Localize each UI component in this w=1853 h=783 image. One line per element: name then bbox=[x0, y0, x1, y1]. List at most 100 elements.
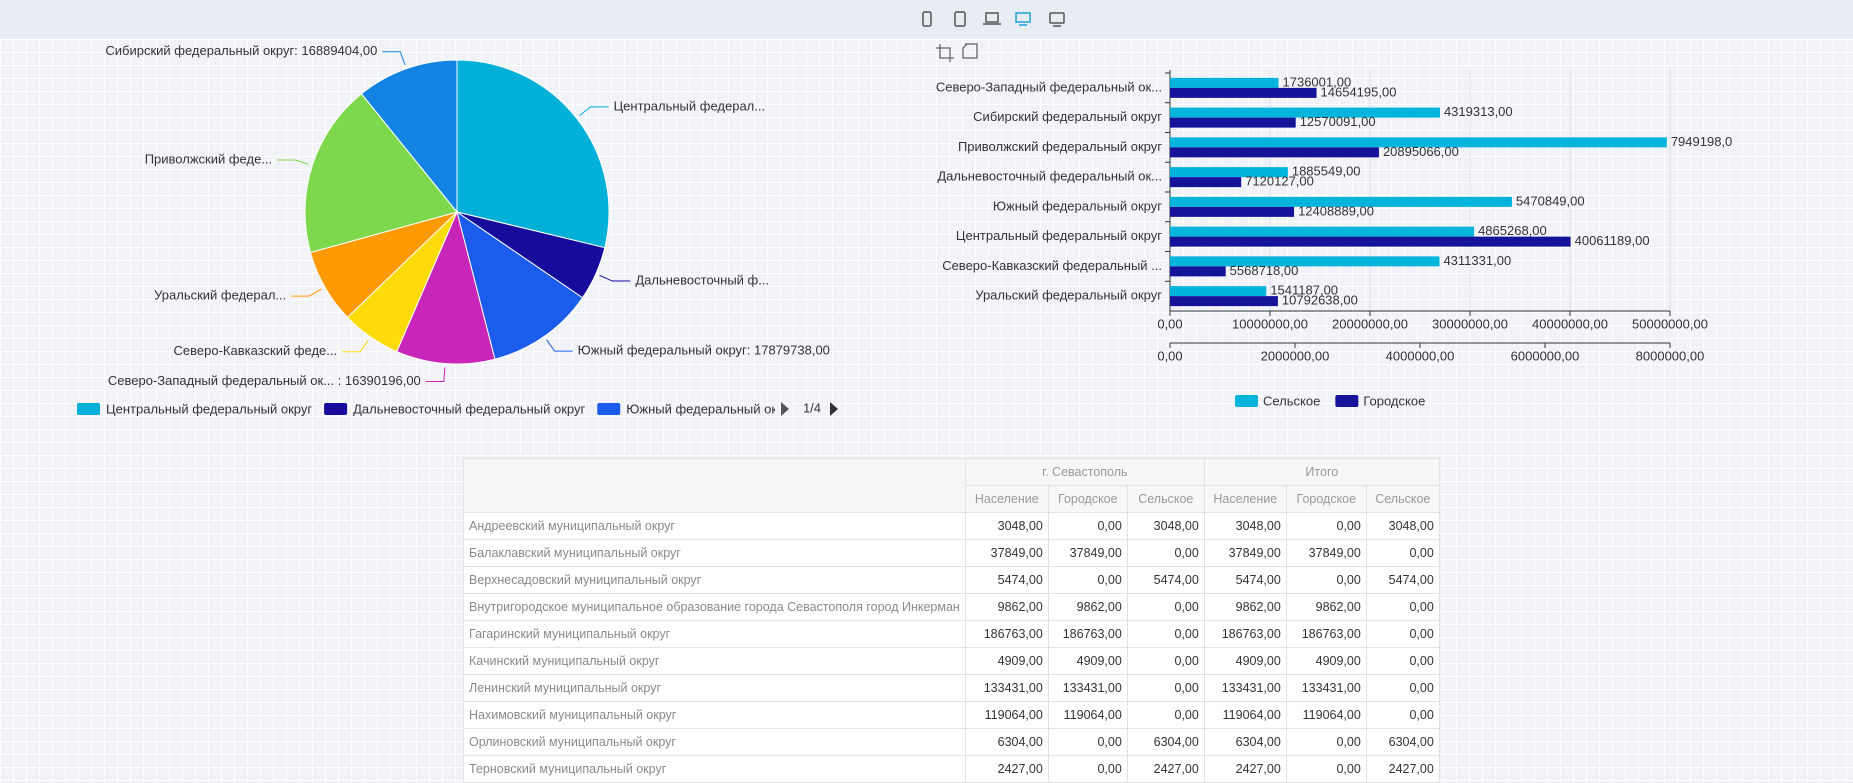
bar bbox=[1170, 147, 1379, 157]
table-cell: 0,00 bbox=[1048, 756, 1127, 783]
table-cell: 9862,00 bbox=[1048, 594, 1127, 621]
row-name: Гагаринский муниципальный округ bbox=[464, 621, 966, 648]
row-name: Терновский муниципальный округ bbox=[464, 756, 966, 783]
table-cell: 4909,00 bbox=[965, 648, 1048, 675]
table-cell: 186763,00 bbox=[965, 621, 1048, 648]
row-name: Ленинский муниципальный округ bbox=[464, 675, 966, 702]
table-cell: 9862,00 bbox=[1204, 594, 1286, 621]
table-cell: 186763,00 bbox=[1048, 621, 1127, 648]
table-cell: 37849,00 bbox=[1048, 540, 1127, 567]
slice-label: Северо-Кавказский феде... bbox=[174, 343, 338, 358]
table-cell: 4909,00 bbox=[1286, 648, 1366, 675]
value-label: 4311331,00 bbox=[1443, 253, 1511, 268]
value-label: 14654195,00 bbox=[1321, 84, 1397, 99]
leader-line bbox=[382, 52, 405, 65]
slice-label: Сибирский федеральный округ: 16889404,00 bbox=[105, 43, 377, 58]
x2-tick-label: 4000000,00 bbox=[1386, 348, 1455, 363]
legend-label: Южный федеральный округ bbox=[626, 401, 795, 416]
table-row: Орлиновский муниципальный округ6304,000,… bbox=[464, 729, 1440, 756]
table-cell: 4909,00 bbox=[1048, 648, 1127, 675]
legend-label: Городское bbox=[1363, 393, 1425, 408]
column-header: Сельское bbox=[1127, 486, 1204, 513]
table-cell: 119064,00 bbox=[1204, 702, 1286, 729]
table-cell: 5474,00 bbox=[1127, 567, 1204, 594]
bar bbox=[1170, 118, 1296, 128]
x-tick-label: 20000000,00 bbox=[1332, 316, 1408, 331]
table-row: Внутригородское муниципальное образовани… bbox=[464, 594, 1440, 621]
table-row: Верхнесадовский муниципальный округ5474,… bbox=[464, 567, 1440, 594]
x2-tick-label: 2000000,00 bbox=[1261, 348, 1330, 363]
value-label: 7120127,00 bbox=[1245, 174, 1314, 189]
legend-swatch bbox=[1235, 395, 1258, 407]
value-label: 10792638,00 bbox=[1282, 293, 1358, 308]
leader-line bbox=[600, 275, 631, 281]
column-header: Население bbox=[1204, 486, 1286, 513]
table-cell: 133431,00 bbox=[965, 675, 1048, 702]
row-name: Балаклавский муниципальный округ bbox=[464, 540, 966, 567]
bar bbox=[1170, 227, 1474, 237]
corner-cell bbox=[464, 459, 966, 513]
legend-next[interactable] bbox=[830, 402, 838, 416]
table-cell: 119064,00 bbox=[1286, 702, 1366, 729]
column-header: Сельское bbox=[1366, 486, 1439, 513]
legend-label: Приволжский федеральный округ bbox=[1620, 401, 1824, 416]
table-cell: 186763,00 bbox=[1204, 621, 1286, 648]
x-tick-label: 10000000,00 bbox=[1232, 316, 1308, 331]
table-cell: 0,00 bbox=[1286, 756, 1366, 783]
table-cell: 0,00 bbox=[1366, 648, 1439, 675]
y-tick-label: Дальневосточный федеральный ок... bbox=[937, 169, 1162, 184]
table-cell: 2427,00 bbox=[1204, 756, 1286, 783]
table-cell: 0,00 bbox=[1127, 621, 1204, 648]
table-cell: 5474,00 bbox=[965, 567, 1048, 594]
crop-icon[interactable] bbox=[936, 44, 954, 62]
y-tick-label: Центральный федеральный округ bbox=[956, 228, 1162, 243]
table-cell: 37849,00 bbox=[965, 540, 1048, 567]
value-label: 4319313,00 bbox=[1444, 104, 1513, 119]
legend-swatch bbox=[1591, 403, 1614, 415]
leader-line bbox=[580, 107, 609, 116]
table-cell: 4909,00 bbox=[1204, 648, 1286, 675]
bar bbox=[1170, 266, 1226, 276]
legend-swatch bbox=[324, 403, 347, 415]
x-tick-label: 0,00 bbox=[1157, 316, 1182, 331]
bar bbox=[1170, 256, 1439, 266]
y-tick-label: Северо-Западный федеральный ок... bbox=[936, 79, 1162, 94]
table-cell: 0,00 bbox=[1048, 729, 1127, 756]
bar bbox=[1170, 296, 1278, 306]
table-cell: 133431,00 bbox=[1048, 675, 1127, 702]
row-name: Андреевский муниципальный округ bbox=[464, 513, 966, 540]
value-label: 7949198,0 bbox=[1671, 134, 1732, 149]
bar bbox=[1170, 286, 1266, 296]
group-header: г. Севастополь bbox=[965, 459, 1204, 486]
table-row: Нахимовский муниципальный округ 119064,00… bbox=[464, 702, 1440, 729]
column-header: Городское bbox=[1286, 486, 1366, 513]
leader-line bbox=[426, 368, 445, 382]
reset-icon[interactable] bbox=[963, 44, 977, 58]
value-label: 12570091,00 bbox=[1300, 114, 1376, 129]
leader-line bbox=[277, 160, 308, 164]
table-cell: 37849,00 bbox=[1286, 540, 1366, 567]
group-header: Итого bbox=[1204, 459, 1439, 486]
table-cell: 0,00 bbox=[1286, 567, 1366, 594]
row-name: Орлиновский муниципальный округ bbox=[464, 729, 966, 756]
table-cell: 3048,00 bbox=[1366, 513, 1439, 540]
table-cell: 9862,00 bbox=[965, 594, 1048, 621]
legend-swatch bbox=[1836, 403, 1853, 415]
table-cell: 0,00 bbox=[1048, 567, 1127, 594]
table-cell: 0,00 bbox=[1286, 729, 1366, 756]
legend-label: Дальневосточный федеральный округ bbox=[353, 401, 585, 416]
x-tick-label: 30000000,00 bbox=[1432, 316, 1508, 331]
y-tick-label: Сибирский федеральный округ bbox=[973, 109, 1162, 124]
data-table: г. Севастополь Итого НаселениеГородскоеС… bbox=[463, 458, 1440, 783]
table-cell: 0,00 bbox=[1127, 594, 1204, 621]
leader-line bbox=[547, 340, 573, 351]
row-name: Нахимовский муниципальный округ bbox=[464, 702, 966, 729]
table-cell: 5474,00 bbox=[1366, 567, 1439, 594]
legend-label: Центральный федеральный округ bbox=[106, 401, 312, 416]
legend-label: Сельское bbox=[1263, 393, 1320, 408]
table-cell: 0,00 bbox=[1127, 702, 1204, 729]
legend-swatch bbox=[1335, 395, 1358, 407]
x2-tick-label: 6000000,00 bbox=[1511, 348, 1580, 363]
legend-prev[interactable] bbox=[781, 402, 789, 416]
bar bbox=[1170, 207, 1294, 217]
